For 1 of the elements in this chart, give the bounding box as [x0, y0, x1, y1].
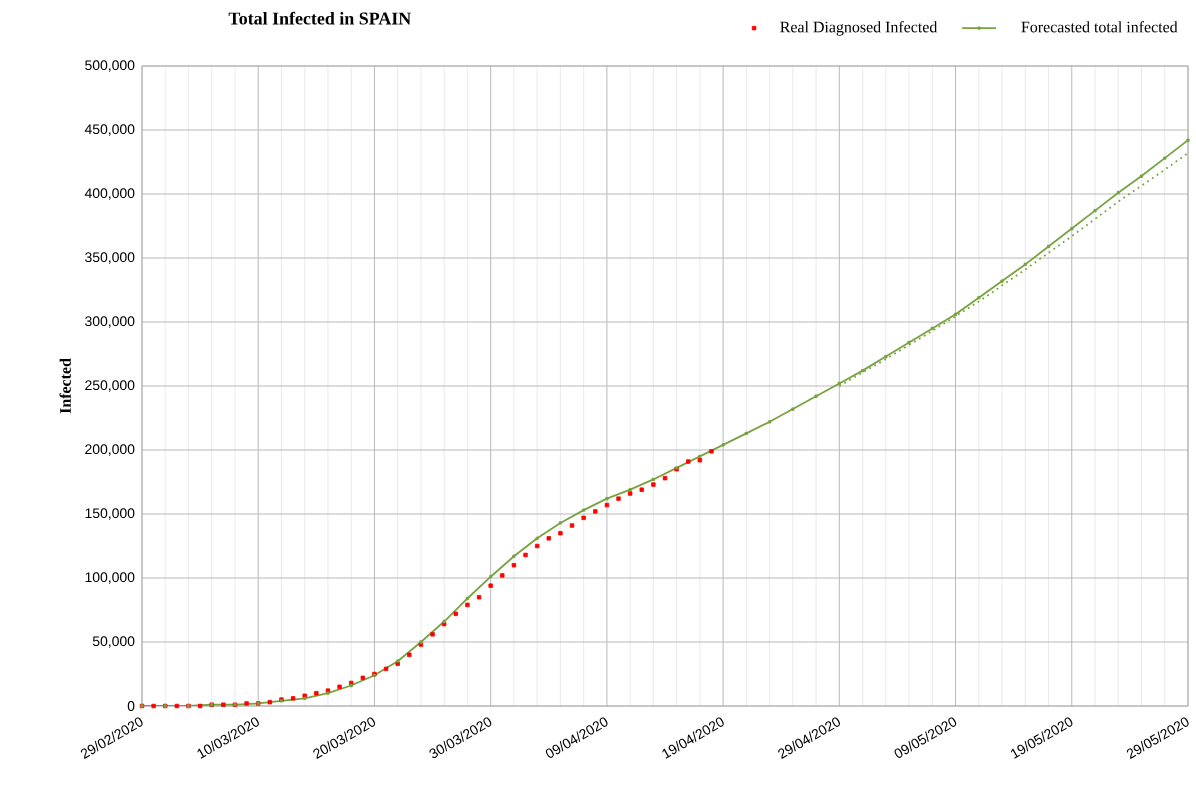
chart-title: Total Infected in SPAIN — [228, 11, 411, 25]
